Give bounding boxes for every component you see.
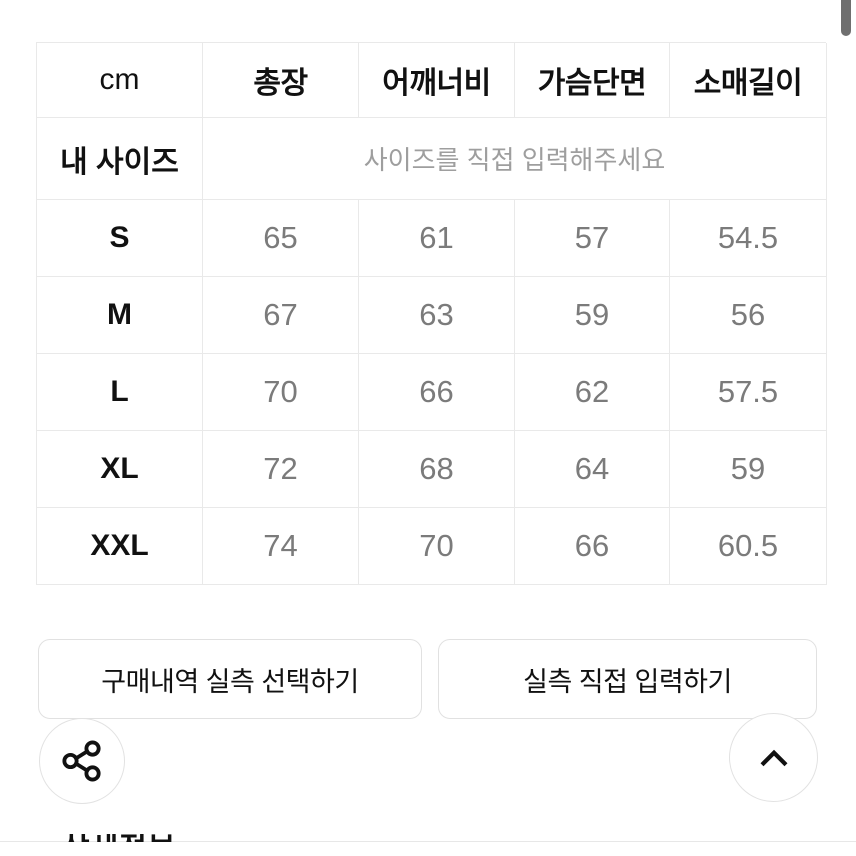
size-label-m: M xyxy=(37,277,203,354)
my-size-input[interactable]: 사이즈를 직접 입력해주세요 xyxy=(203,118,827,200)
table-header-shoulder: 어깨너비 xyxy=(359,43,515,118)
value-xxl-chest: 66 xyxy=(515,508,670,585)
value-l-shoulder: 66 xyxy=(359,354,515,431)
size-label-xxl: XXL xyxy=(37,508,203,585)
table-header-sleeve: 소매길이 xyxy=(670,43,827,118)
value-s-sleeve: 54.5 xyxy=(670,200,827,277)
share-button[interactable] xyxy=(39,718,125,804)
my-size-label: 내 사이즈 xyxy=(37,118,203,200)
value-xl-shoulder: 68 xyxy=(359,431,515,508)
size-label-xl: XL xyxy=(37,431,203,508)
value-s-shoulder: 61 xyxy=(359,200,515,277)
chevron-up-icon xyxy=(753,737,795,779)
value-s-total-length: 65 xyxy=(203,200,359,277)
size-table: cm 총장 어깨너비 가슴단면 소매길이 내 사이즈 사이즈를 직접 입력해주세… xyxy=(36,42,827,585)
scroll-to-top-button[interactable] xyxy=(729,713,818,802)
value-m-chest: 59 xyxy=(515,277,670,354)
section-divider xyxy=(0,841,856,842)
value-xxl-total-length: 74 xyxy=(203,508,359,585)
enter-measurement-button[interactable]: 실측 직접 입력하기 xyxy=(438,639,817,719)
clipped-section-heading: 상세정보 xyxy=(62,834,252,842)
table-header-chest: 가슴단면 xyxy=(515,43,670,118)
value-xxl-shoulder: 70 xyxy=(359,508,515,585)
value-s-chest: 57 xyxy=(515,200,670,277)
scrollbar-thumb[interactable] xyxy=(841,0,851,36)
value-l-sleeve: 57.5 xyxy=(670,354,827,431)
table-header-total-length: 총장 xyxy=(203,43,359,118)
select-purchase-measurement-button[interactable]: 구매내역 실측 선택하기 xyxy=(38,639,422,719)
size-label-l: L xyxy=(37,354,203,431)
table-header-unit: cm xyxy=(37,43,203,118)
value-l-total-length: 70 xyxy=(203,354,359,431)
value-xl-sleeve: 59 xyxy=(670,431,827,508)
value-xxl-sleeve: 60.5 xyxy=(670,508,827,585)
value-xl-chest: 64 xyxy=(515,431,670,508)
share-icon xyxy=(59,738,105,784)
value-m-sleeve: 56 xyxy=(670,277,827,354)
size-label-s: S xyxy=(37,200,203,277)
value-m-total-length: 67 xyxy=(203,277,359,354)
value-xl-total-length: 72 xyxy=(203,431,359,508)
clipped-section-heading-text: 상세정보 xyxy=(62,834,252,842)
value-m-shoulder: 63 xyxy=(359,277,515,354)
value-l-chest: 62 xyxy=(515,354,670,431)
